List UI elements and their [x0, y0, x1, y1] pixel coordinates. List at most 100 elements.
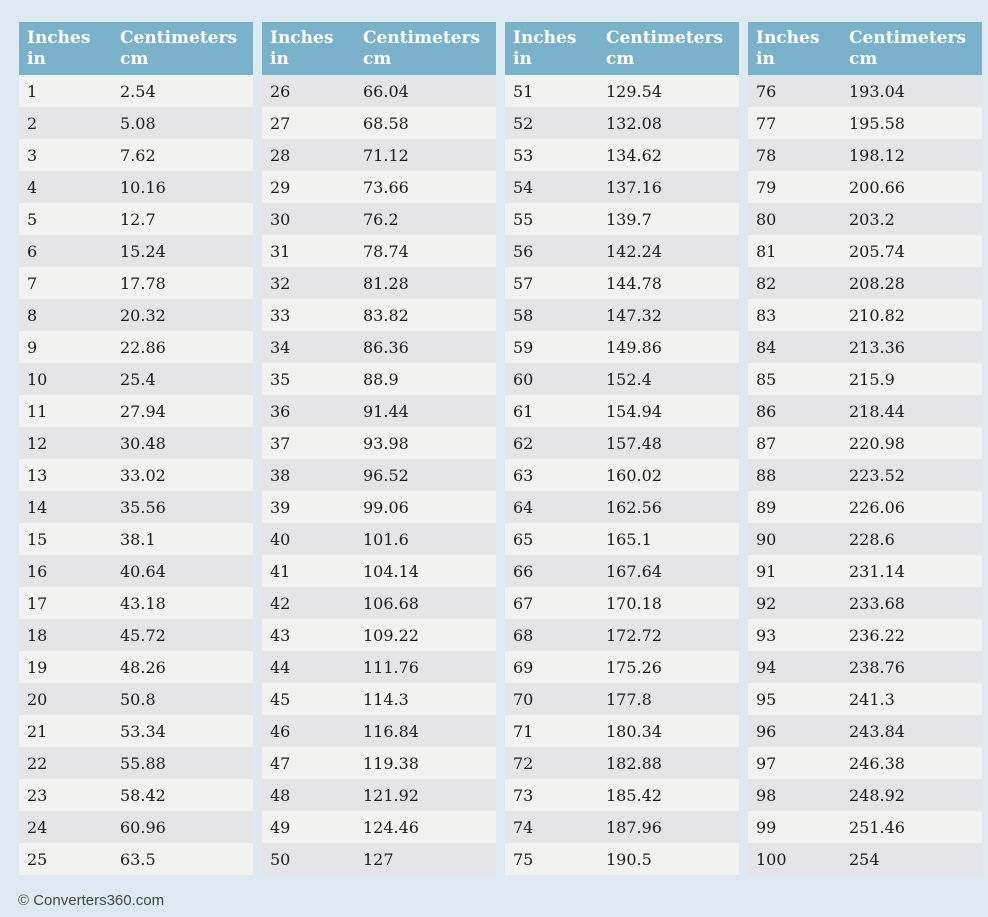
table-row: 98 248.92 [748, 779, 982, 811]
cell-inches: 72 [513, 753, 534, 773]
table-row: 45 114.3 [262, 683, 496, 715]
header-centimeters-unit: cm [363, 49, 392, 69]
header-centimeters-label: Centimeters [120, 28, 238, 48]
table-row: 56 142.24 [505, 235, 739, 267]
table-row: 71 180.34 [505, 715, 739, 747]
cell-centimeters: 177.8 [606, 689, 652, 709]
cell-centimeters: 68.58 [363, 113, 409, 133]
cell-inches: 7 [27, 273, 38, 293]
table-row: 84 213.36 [748, 331, 982, 363]
cell-centimeters: 226.06 [849, 497, 905, 517]
table-row: 81 205.74 [748, 235, 982, 267]
cell-centimeters: 73.66 [363, 177, 409, 197]
cell-inches: 37 [270, 433, 291, 453]
table-row: 80 203.2 [748, 203, 982, 235]
cell-inches: 71 [513, 721, 534, 741]
cell-centimeters: 129.54 [606, 81, 662, 101]
table-row: 57 144.78 [505, 267, 739, 299]
cell-centimeters: 142.24 [606, 241, 662, 261]
cell-centimeters: 185.42 [606, 785, 662, 805]
header-centimeters: Centimeters cm [355, 22, 496, 75]
conversion-tables-container: Inches in Centimeters cm 1 2.54 2 5.08 3 7.62 4 1… [19, 22, 982, 875]
cell-centimeters: 238.76 [849, 657, 905, 677]
table-row: 66 167.64 [505, 555, 739, 587]
cell-inches: 43 [270, 625, 291, 645]
table-row: 13 33.02 [19, 459, 253, 491]
cell-centimeters: 45.72 [120, 625, 166, 645]
cell-centimeters: 134.62 [606, 145, 662, 165]
cell-centimeters: 109.22 [363, 625, 419, 645]
cell-centimeters: 154.94 [606, 401, 662, 421]
cell-inches: 69 [513, 657, 534, 677]
table-row: 82 208.28 [748, 267, 982, 299]
cell-inches: 90 [756, 529, 777, 549]
cell-inches: 83 [756, 305, 777, 325]
conversion-table-51-75: Inches in Centimeters cm 51 129.54 52 132.08 5… [505, 22, 739, 875]
table-row: 21 53.34 [19, 715, 253, 747]
cell-inches: 49 [270, 817, 291, 837]
header-inches: Inches in [505, 22, 598, 75]
table-row: 5 12.7 [19, 203, 253, 235]
header-inches-label: Inches [513, 28, 577, 48]
table-row: 70 177.8 [505, 683, 739, 715]
header-centimeters-label: Centimeters [606, 28, 724, 48]
cell-inches: 15 [27, 529, 48, 549]
cell-inches: 77 [756, 113, 777, 133]
cell-centimeters: 132.08 [606, 113, 662, 133]
cell-inches: 74 [513, 817, 534, 837]
header-row: Inches in Centimeters cm [19, 22, 253, 75]
table-row: 62 157.48 [505, 427, 739, 459]
cell-centimeters: 187.96 [606, 817, 662, 837]
cell-centimeters: 172.72 [606, 625, 662, 645]
cell-centimeters: 76.2 [363, 209, 399, 229]
cell-inches: 20 [27, 689, 48, 709]
cell-inches: 25 [27, 849, 48, 869]
cell-inches: 41 [270, 561, 291, 581]
table-row: 60 152.4 [505, 363, 739, 395]
cell-centimeters: 160.02 [606, 465, 662, 485]
table-row: 88 223.52 [748, 459, 982, 491]
cell-centimeters: 175.26 [606, 657, 662, 677]
table-row: 35 88.9 [262, 363, 496, 395]
table-row: 47 119.38 [262, 747, 496, 779]
table-row: 91 231.14 [748, 555, 982, 587]
table-row: 8 20.32 [19, 299, 253, 331]
cell-inches: 73 [513, 785, 534, 805]
cell-centimeters: 167.64 [606, 561, 662, 581]
cell-centimeters: 88.9 [363, 369, 399, 389]
cell-centimeters: 83.82 [363, 305, 409, 325]
table-row: 25 63.5 [19, 843, 253, 875]
table-row: 32 81.28 [262, 267, 496, 299]
cell-inches: 60 [513, 369, 534, 389]
table-row: 22 55.88 [19, 747, 253, 779]
cell-inches: 4 [27, 177, 38, 197]
cell-centimeters: 215.9 [849, 369, 895, 389]
table-row: 51 129.54 [505, 75, 739, 107]
table-row: 99 251.46 [748, 811, 982, 843]
table-row: 92 233.68 [748, 587, 982, 619]
cell-inches: 39 [270, 497, 291, 517]
cell-inches: 48 [270, 785, 291, 805]
cell-centimeters: 198.12 [849, 145, 905, 165]
cell-centimeters: 200.66 [849, 177, 905, 197]
cell-inches: 94 [756, 657, 777, 677]
table-row: 69 175.26 [505, 651, 739, 683]
table-row: 96 243.84 [748, 715, 982, 747]
table-row: 38 96.52 [262, 459, 496, 491]
table-row: 65 165.1 [505, 523, 739, 555]
cell-centimeters: 33.02 [120, 465, 166, 485]
cell-centimeters: 10.16 [120, 177, 166, 197]
cell-centimeters: 38.1 [120, 529, 156, 549]
cell-inches: 92 [756, 593, 777, 613]
table-row: 19 48.26 [19, 651, 253, 683]
table-row: 39 99.06 [262, 491, 496, 523]
table-row: 46 116.84 [262, 715, 496, 747]
table-row: 52 132.08 [505, 107, 739, 139]
cell-inches: 82 [756, 273, 777, 293]
cell-centimeters: 111.76 [363, 657, 419, 677]
cell-inches: 65 [513, 529, 534, 549]
table-row: 79 200.66 [748, 171, 982, 203]
header-centimeters-unit: cm [120, 49, 149, 69]
table-row: 85 215.9 [748, 363, 982, 395]
header-centimeters: Centimeters cm [841, 22, 982, 75]
